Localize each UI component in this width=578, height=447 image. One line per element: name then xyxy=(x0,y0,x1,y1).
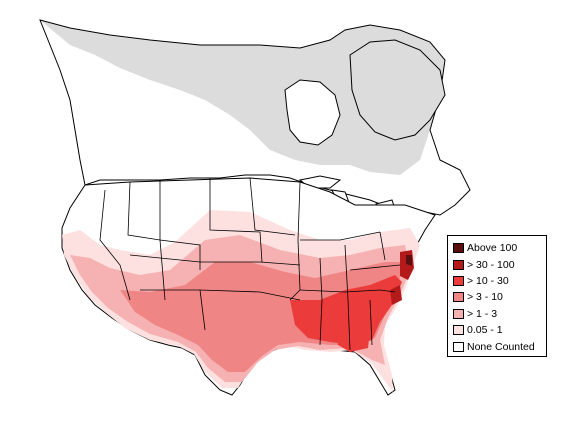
quebec-labrador xyxy=(349,39,446,141)
legend-item: Above 100 xyxy=(453,240,546,256)
legend-swatch xyxy=(453,341,464,352)
abundance-shading xyxy=(62,210,420,392)
legend-swatch xyxy=(453,243,464,254)
legend-item: None Counted xyxy=(453,338,546,354)
legend-label: > 1 - 3 xyxy=(467,307,498,320)
no-data-region xyxy=(40,20,445,175)
legend-item: > 10 - 30 xyxy=(453,273,546,289)
legend-label: None Counted xyxy=(467,340,535,353)
map-legend: Above 100 > 30 - 100 > 10 - 30 > 3 - 10 … xyxy=(447,235,547,357)
legend-swatch xyxy=(453,275,464,286)
legend-swatch xyxy=(453,308,464,319)
legend-item: > 1 - 3 xyxy=(453,306,546,322)
legend-label: Above 100 xyxy=(467,242,518,255)
legend-swatch xyxy=(453,325,464,336)
legend-item: > 30 - 100 xyxy=(453,256,546,272)
legend-label: > 10 - 30 xyxy=(467,274,509,287)
state-borders xyxy=(99,177,401,351)
legend-item: 0.05 - 1 xyxy=(453,322,546,338)
legend-label: > 30 - 100 xyxy=(467,258,515,271)
legend-label: 0.05 - 1 xyxy=(467,324,503,337)
legend-label: > 3 - 10 xyxy=(467,291,503,304)
legend-item: > 3 - 10 xyxy=(453,289,546,305)
legend-swatch xyxy=(453,259,464,270)
legend-swatch xyxy=(453,292,464,303)
hudson-bay xyxy=(284,79,341,146)
